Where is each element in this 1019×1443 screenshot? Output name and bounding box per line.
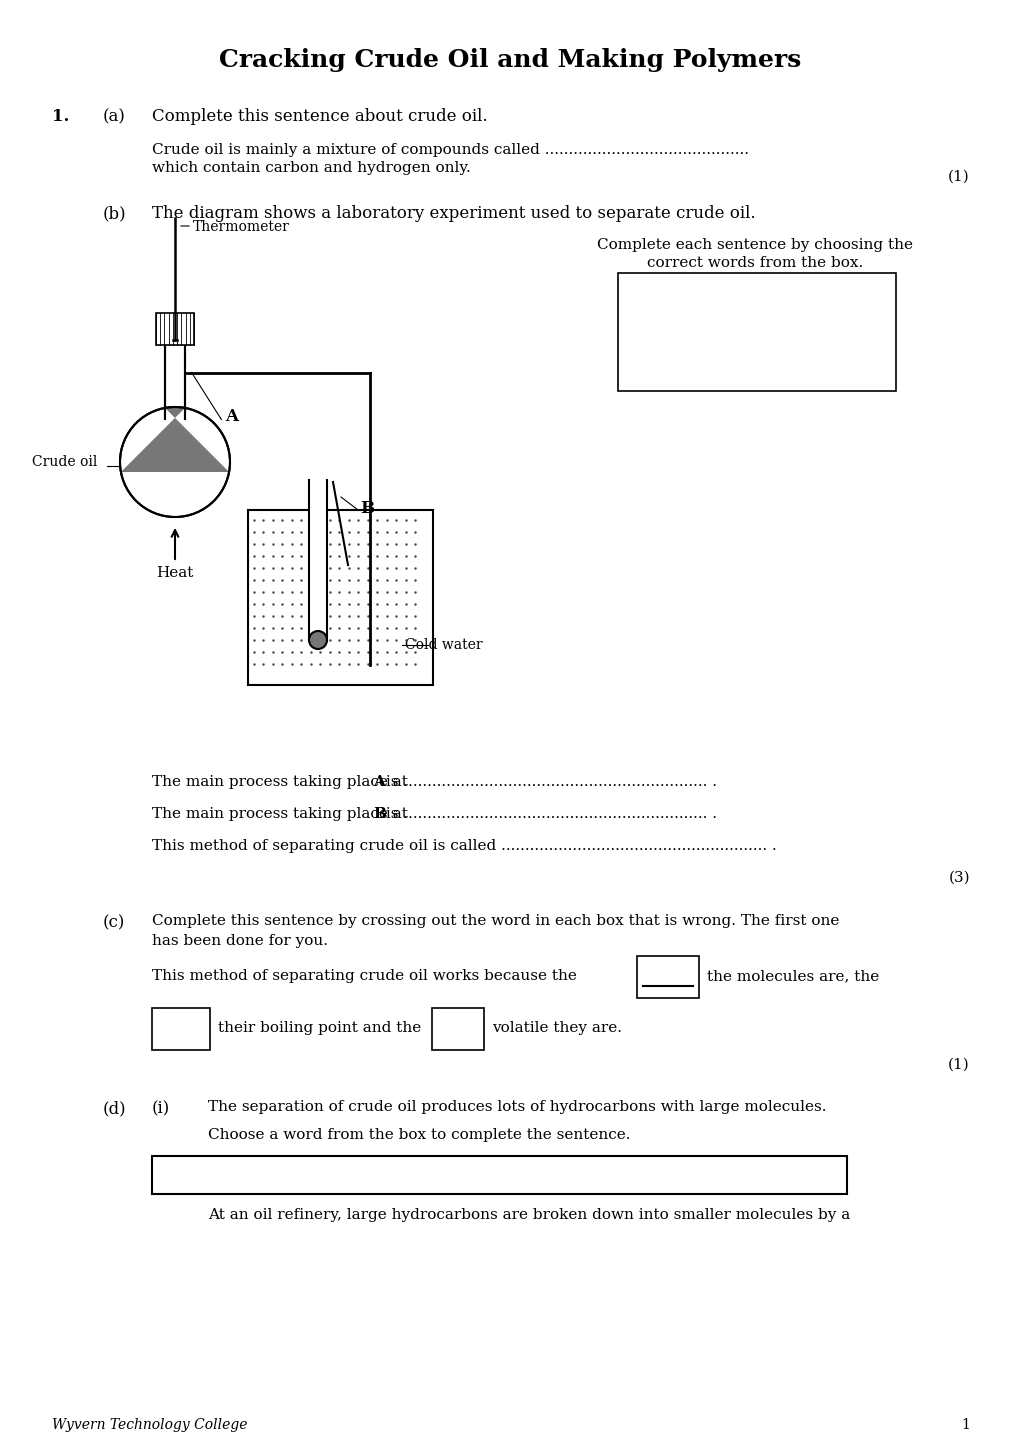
Text: lower: lower — [161, 1030, 201, 1043]
Text: This method of separating crude oil works because the: This method of separating crude oil work… — [152, 970, 577, 983]
Bar — [152, 1009, 210, 1051]
Bar — [152, 1156, 846, 1193]
Text: sublimation: sublimation — [636, 355, 738, 369]
Text: their boiling point and the: their boiling point and the — [218, 1022, 421, 1035]
Text: Complete each sentence by choosing the: Complete each sentence by choosing the — [596, 238, 912, 253]
Text: is ................................................................ .: is .....................................… — [381, 807, 716, 821]
Text: Complete this sentence by crossing out the word in each box that is wrong. The f: Complete this sentence by crossing out t… — [152, 913, 839, 928]
Text: melting: melting — [775, 325, 842, 339]
Text: Cracking Crude Oil and Making Polymers: Cracking Crude Oil and Making Polymers — [219, 48, 800, 72]
Text: evaporation: evaporation — [636, 325, 737, 339]
Text: (1): (1) — [948, 1058, 969, 1072]
Text: condensation: condensation — [636, 294, 750, 309]
Text: larger: larger — [646, 978, 689, 991]
Text: A: A — [225, 408, 237, 426]
Text: The main process taking place at: The main process taking place at — [152, 807, 413, 821]
Bar — [432, 1009, 484, 1051]
Text: (a): (a) — [103, 108, 125, 126]
Bar — [248, 509, 433, 685]
Text: (1): (1) — [948, 170, 969, 185]
Text: B: B — [373, 807, 385, 821]
Text: Thermometer: Thermometer — [193, 219, 289, 234]
Text: The main process taking place at: The main process taking place at — [152, 775, 413, 789]
Text: cracking: cracking — [375, 1167, 449, 1182]
Text: which contain carbon and hydrogen only.: which contain carbon and hydrogen only. — [152, 162, 471, 175]
Text: higher: higher — [158, 1012, 204, 1025]
Text: (c): (c) — [103, 913, 125, 931]
Text: condensing: condensing — [190, 1167, 287, 1182]
Text: volatile they are.: volatile they are. — [491, 1022, 622, 1035]
Text: correct words from the box.: correct words from the box. — [646, 255, 862, 270]
Text: evaporating: evaporating — [708, 1167, 810, 1182]
Text: B: B — [360, 501, 374, 517]
Bar — [618, 273, 895, 391]
Bar — [156, 313, 194, 345]
Text: smaller: smaller — [641, 960, 694, 973]
Text: 1.: 1. — [52, 108, 69, 126]
Bar — [309, 481, 327, 649]
Text: is ................................................................ .: is .....................................… — [381, 775, 716, 789]
Text: Complete this sentence about crude oil.: Complete this sentence about crude oil. — [152, 108, 487, 126]
Text: The diagram shows a laboratory experiment used to separate crude oil.: The diagram shows a laboratory experimen… — [152, 205, 755, 222]
Text: (i): (i) — [152, 1100, 170, 1117]
Text: more: more — [439, 1012, 476, 1025]
Text: A: A — [373, 775, 384, 789]
Text: Cold water: Cold water — [405, 638, 482, 652]
Text: Choose a word from the box to complete the sentence.: Choose a word from the box to complete t… — [208, 1128, 630, 1141]
Text: distillation: distillation — [775, 294, 868, 309]
Text: the molecules are, the: the molecules are, the — [706, 970, 878, 983]
Text: This method of separating crude oil is called ..................................: This method of separating crude oil is c… — [152, 838, 776, 853]
Text: Heat: Heat — [156, 566, 194, 580]
Text: less: less — [444, 1030, 471, 1043]
Circle shape — [309, 631, 327, 649]
Text: At an oil refinery, large hydrocarbons are broken down into smaller molecules by: At an oil refinery, large hydrocarbons a… — [208, 1208, 850, 1222]
Text: Wyvern Technology College: Wyvern Technology College — [52, 1418, 248, 1431]
Bar — [165, 315, 184, 424]
Text: (3): (3) — [948, 872, 969, 885]
Text: 1: 1 — [960, 1418, 969, 1431]
Text: Crude oil is mainly a mixture of compounds called ..............................: Crude oil is mainly a mixture of compoun… — [152, 143, 748, 157]
Text: has been done for you.: has been done for you. — [152, 934, 328, 948]
Text: (b): (b) — [103, 205, 126, 222]
Text: The separation of crude oil produces lots of hydrocarbons with large molecules.: The separation of crude oil produces lot… — [208, 1100, 825, 1114]
Text: (d): (d) — [103, 1100, 126, 1117]
Text: distilling: distilling — [547, 1167, 624, 1182]
Text: Crude oil: Crude oil — [32, 455, 97, 469]
Polygon shape — [121, 407, 229, 472]
Bar — [637, 957, 698, 999]
